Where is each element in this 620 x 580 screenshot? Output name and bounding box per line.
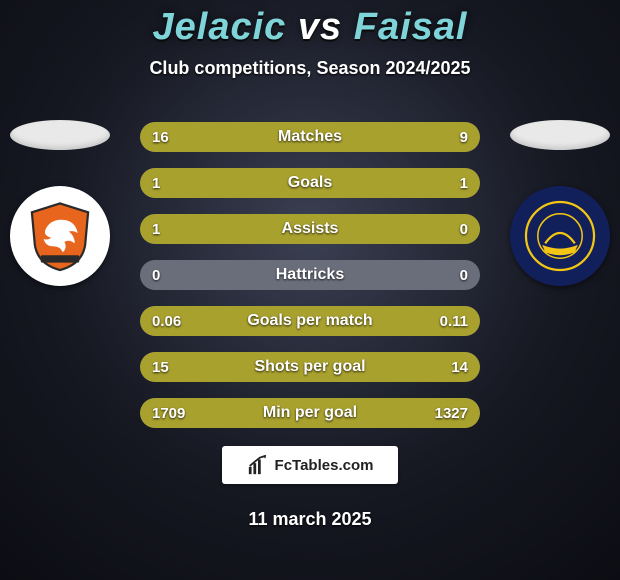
stat-row: Goals per match0.060.11 [140,306,480,336]
stat-value-right: 0 [460,260,468,290]
stat-row: Min per goal17091327 [140,398,480,428]
date-label: 11 march 2025 [0,509,620,530]
right-club-crest [510,186,610,286]
right-player-column [500,120,620,286]
fctables-label: FcTables.com [275,457,374,474]
stat-fill-right [310,168,480,198]
stat-fill-left [140,306,260,336]
stat-label: Hattricks [140,260,480,290]
stat-row: Goals11 [140,168,480,198]
vs-text: vs [298,6,342,48]
comparison-stats: Matches169 Goals11 Assists10 Hattricks0 0 Goa… [140,122,480,444]
stat-fill-left [140,122,358,152]
player2-name: Faisal [354,6,468,48]
stat-fill-left [140,352,316,382]
stat-value-left: 0 [152,260,160,290]
stat-fill-right [331,398,480,428]
stat-row: Matches169 [140,122,480,152]
brisbane-roar-crest-icon [23,199,97,273]
stat-fill-left [140,398,331,428]
stat-row: Shots per goal1514 [140,352,480,382]
subtitle: Club competitions, Season 2024/2025 [0,58,620,79]
player-silhouette-placeholder [10,120,110,150]
stat-fill-left [140,214,480,244]
player1-name: Jelacic [153,6,287,48]
stat-row: Hattricks0 0 [140,260,480,290]
stat-fill-right [316,352,480,382]
player-silhouette-placeholder [510,120,610,150]
stat-fill-right [358,122,480,152]
fctables-logo-icon [247,454,269,476]
central-coast-mariners-crest-icon [523,199,597,273]
page-title: Jelacic vs Faisal [0,6,620,49]
left-club-crest [10,186,110,286]
stat-row: Assists10 [140,214,480,244]
stat-fill-left [140,168,310,198]
fctables-branding: FcTables.com [222,446,398,484]
stat-fill-right [260,306,480,336]
left-player-column [0,120,120,286]
